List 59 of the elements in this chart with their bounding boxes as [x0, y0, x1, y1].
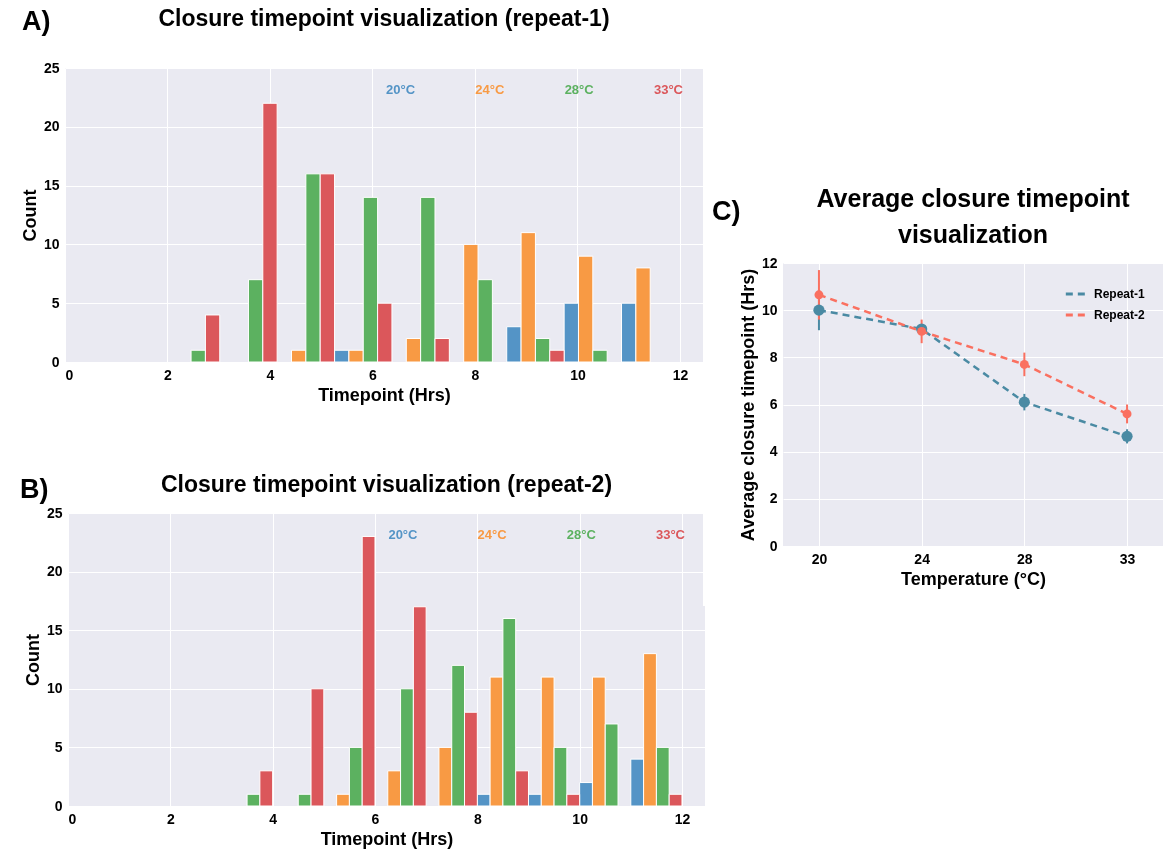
- y-tick-label: 25: [46, 504, 63, 521]
- x-tick-label: 0: [68, 810, 77, 827]
- x-tick-label: 2: [166, 810, 175, 827]
- chart-title: Average closure timepoint visualization: [816, 184, 1131, 248]
- y-axis-title: Average closure timepoint (Hrs): [737, 268, 758, 542]
- y-tick-label: 6: [769, 396, 778, 412]
- y-tick-label: 20: [46, 563, 63, 580]
- y-tick-label: 15: [43, 177, 60, 194]
- x-axis-title: Timepoint (Hrs): [320, 828, 454, 849]
- y-tick-label: 8: [769, 348, 778, 365]
- text: 33°C: [655, 527, 686, 542]
- x-axis-title: Temperature (°C): [901, 568, 1046, 589]
- x-tick-label: 4: [266, 366, 275, 383]
- x-tick-label: 28: [1017, 550, 1033, 567]
- text: 28°C: [564, 82, 595, 97]
- x-tick-label: 24: [914, 550, 931, 567]
- y-tick-label: 15: [46, 621, 63, 638]
- text: A): [22, 6, 51, 36]
- text: 33°C: [653, 82, 684, 97]
- x-tick-label: 33: [1119, 550, 1136, 567]
- text: 20°C: [388, 527, 419, 542]
- y-tick-label: 25: [43, 59, 60, 76]
- y-tick-label: 0: [51, 353, 60, 370]
- legend-label: Repeat-1: [1094, 287, 1146, 301]
- text: B): [20, 474, 49, 504]
- x-tick-label: 4: [269, 810, 278, 827]
- x-tick-label: 0: [65, 366, 74, 383]
- y-tick-label: 4: [769, 443, 778, 460]
- text: 20°C: [385, 82, 416, 97]
- text: 24°C: [475, 82, 505, 97]
- x-tick-label: 2: [164, 366, 173, 383]
- y-axis-title: Count: [22, 634, 43, 686]
- y-tick-label: 0: [769, 537, 778, 554]
- x-tick-label: 12: [674, 810, 691, 827]
- legend-label: Repeat-2: [1094, 308, 1146, 322]
- text: C): [712, 196, 741, 226]
- x-tick-label: 10: [572, 810, 589, 827]
- chart-title: Closure timepoint visualization (repeat-2): [160, 471, 613, 497]
- x-tick-label: 20: [811, 550, 828, 567]
- y-tick-label: 5: [51, 294, 60, 311]
- y-tick-label: 10: [761, 301, 778, 318]
- x-tick-label: 6: [371, 810, 380, 827]
- chart-title: Closure timepoint visualization (repeat-1): [158, 5, 610, 31]
- text: 24°C: [477, 527, 508, 542]
- y-axis-title: Count: [19, 189, 40, 242]
- y-tick-label: 2: [769, 490, 778, 507]
- x-axis-title: Timepoint (Hrs): [318, 384, 451, 405]
- x-tick-label: 8: [471, 366, 480, 383]
- y-tick-label: 5: [54, 738, 63, 755]
- y-tick-label: 10: [43, 235, 60, 252]
- y-tick-label: 10: [46, 680, 63, 697]
- text: 28°C: [566, 527, 597, 542]
- y-tick-label: 12: [761, 254, 778, 271]
- x-tick-label: 8: [473, 810, 482, 827]
- y-tick-label: 20: [43, 118, 60, 135]
- x-tick-label: 12: [672, 366, 689, 383]
- x-tick-label: 6: [369, 366, 378, 383]
- x-tick-label: 10: [570, 366, 586, 383]
- y-tick-label: 0: [54, 797, 63, 814]
